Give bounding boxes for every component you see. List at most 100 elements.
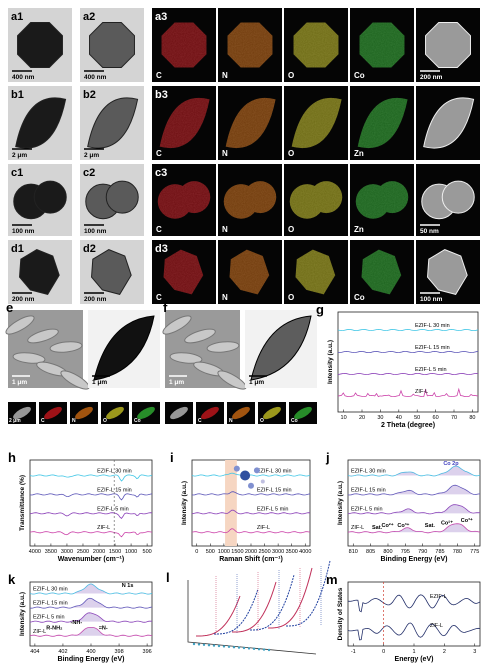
particle (162, 23, 207, 68)
marker (218, 645, 220, 647)
particle-shape (90, 23, 135, 68)
particle-shape (360, 23, 405, 68)
annotation: =N- (99, 625, 108, 631)
particle-shape (162, 23, 207, 68)
panel-label: i (170, 450, 174, 465)
x-axis-label: Binding Energy (eV) (58, 656, 125, 663)
marker (198, 643, 200, 645)
scale-bar-label: 200 nm (12, 296, 35, 303)
panel-label: d1 (11, 243, 24, 255)
annotation: Sat. (425, 523, 436, 529)
x-tick-label: -1 (351, 649, 356, 655)
marker (258, 648, 260, 650)
element-label: O (288, 71, 294, 80)
particle-shape (376, 181, 408, 213)
x-tick-label: 810 (349, 549, 358, 555)
y-axis-label: Intensity (a.u.) (181, 481, 188, 525)
particle (294, 23, 339, 68)
y-axis-label: Intensity (a.u.) (19, 592, 26, 636)
panel-label: h (8, 450, 16, 465)
legend-label: EZIF-L 30 min (33, 587, 68, 593)
x-tick-label: 404 (30, 649, 39, 655)
legend-label: EZIF-L 5 min (415, 367, 447, 373)
panel-label: d2 (83, 243, 96, 255)
marker (253, 648, 255, 650)
legend-label: ZIF-L (33, 629, 46, 635)
element-label: Co (354, 293, 365, 302)
x-tick-label: 3000 (61, 549, 73, 555)
particle-shape (442, 181, 474, 213)
molecule (240, 470, 250, 480)
scale-bar-label: 2 μm (9, 418, 21, 424)
scale-bar-label: 2 μm (12, 152, 27, 159)
element-label: Co (291, 418, 298, 424)
molecule (248, 483, 254, 489)
panel-label: c1 (11, 167, 23, 179)
element-label: N (222, 293, 228, 302)
molecule (261, 480, 265, 484)
particle-shape (244, 181, 276, 213)
legend-label: EZIF-L 5 min (33, 615, 65, 621)
x-tick-label: 1000 (218, 549, 230, 555)
particle-shape (34, 181, 66, 213)
molecule (254, 467, 260, 473)
marker (263, 648, 265, 650)
x-tick-label: 70 (451, 415, 457, 421)
x-tick-label: 4000 (29, 549, 41, 555)
legend-label: EZIF-L 15 min (351, 487, 386, 493)
x-tick-label: 1000 (125, 549, 137, 555)
marker (243, 647, 245, 649)
legend-label: EZIF-L (430, 594, 447, 600)
panel-label: j (325, 450, 330, 465)
element-label: N (222, 149, 228, 158)
x-tick-label: 3 (473, 649, 476, 655)
legend-label: ZIF-L (415, 389, 428, 395)
x-tick-label: 4000 (299, 549, 311, 555)
element-label: Zn (354, 225, 364, 234)
x-tick-label: 2000 (245, 549, 257, 555)
x-tick-label: 398 (114, 649, 123, 655)
panel-label: k (8, 572, 16, 587)
y-axis-label: Transmittance (%) (19, 475, 26, 531)
element-label: C (156, 71, 162, 80)
x-tick-label: 785 (435, 549, 444, 555)
particle-shape (18, 23, 63, 68)
particle-shape (228, 23, 273, 68)
particle-shape (106, 181, 138, 213)
element-label: C (156, 225, 162, 234)
legend-label: ZIF-L (97, 525, 110, 531)
annotation: Co 2p (443, 461, 459, 467)
element-label: N (222, 71, 228, 80)
element-label: Zn (354, 149, 364, 158)
scale-bar-label: 100 nm (12, 228, 35, 235)
x-tick-label: 0 (382, 649, 385, 655)
annotation: R-NH₂ (46, 625, 63, 631)
marker (203, 644, 205, 646)
element-label: C (156, 293, 162, 302)
x-tick-label: 400 (86, 649, 95, 655)
particle-shape (294, 23, 339, 68)
x-tick-label: 775 (470, 549, 479, 555)
y-axis-label: Density of States (337, 587, 344, 640)
x-tick-label: 60 (433, 415, 439, 421)
y-axis-label: Intensity (a.u.) (337, 481, 344, 525)
legend-label: ZIF-L (257, 525, 270, 531)
x-tick-label: 1500 (231, 549, 243, 555)
x-tick-label: 3500 (286, 549, 298, 555)
annotation: Co³⁺ (397, 522, 409, 529)
element-label: N (72, 418, 76, 424)
element-label: O (288, 225, 294, 234)
legend-label: EZIF-L 30 min (415, 323, 450, 329)
marker (238, 646, 240, 648)
element-label: O (260, 418, 264, 424)
panel-label: b2 (83, 89, 96, 101)
legend-label: EZIF-L 30 min (257, 468, 292, 474)
scale-bar-label: 50 nm (420, 228, 439, 235)
x-axis-label: Wavenumber (cm⁻¹) (58, 556, 124, 563)
marker (208, 644, 210, 646)
marker (193, 643, 195, 645)
x-tick-label: 30 (377, 415, 383, 421)
scale-bar-label: 200 nm (84, 296, 107, 303)
x-axis-label: Raman Shift (cm⁻¹) (219, 556, 283, 563)
panel-label: a3 (155, 11, 167, 23)
